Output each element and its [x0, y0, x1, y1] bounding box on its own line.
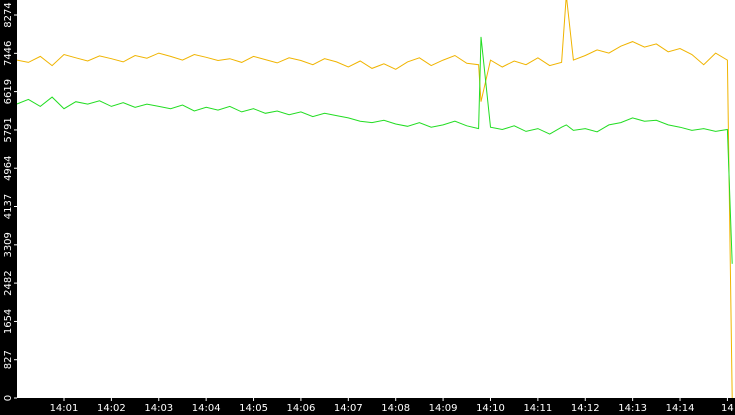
x-tick-label: 14 — [721, 403, 734, 414]
x-tick-label: 14:06 — [287, 403, 316, 414]
y-tick-label: 3309 — [3, 232, 14, 257]
x-tick-label: 14:02 — [97, 403, 126, 414]
x-tick-label: 14:07 — [334, 403, 363, 414]
y-axis-bar — [0, 0, 17, 415]
x-tick-label: 14:12 — [571, 403, 600, 414]
y-tick-label: 4137 — [3, 194, 14, 219]
y-tick-label: 7446 — [3, 41, 14, 66]
x-tick-label: 14:01 — [50, 403, 79, 414]
y-tick-label: 6619 — [3, 79, 14, 104]
x-tick-label: 14:10 — [476, 403, 505, 414]
y-tick-label: 8274 — [3, 2, 14, 27]
x-tick-label: 14:13 — [618, 403, 647, 414]
x-tick-label: 14:09 — [429, 403, 458, 414]
y-tick-label: 4964 — [3, 155, 14, 180]
x-tick-label: 14:03 — [144, 403, 173, 414]
x-tick-label: 14:11 — [523, 403, 552, 414]
series-line — [17, 0, 733, 398]
x-tick-label: 14:04 — [192, 403, 221, 414]
x-tick-label: 14:14 — [666, 403, 695, 414]
x-tick-label: 14:05 — [239, 403, 268, 414]
x-tick-label: 14:08 — [381, 403, 410, 414]
y-tick-label: 2482 — [3, 270, 14, 295]
x-axis-bar — [0, 398, 735, 415]
plot-area — [17, 0, 733, 398]
series-line — [17, 36, 733, 264]
y-tick-label: 0 — [3, 395, 14, 401]
y-tick-label: 5791 — [3, 117, 14, 142]
y-tick-label: 1654 — [3, 309, 14, 334]
y-tick-label: 827 — [3, 350, 14, 369]
